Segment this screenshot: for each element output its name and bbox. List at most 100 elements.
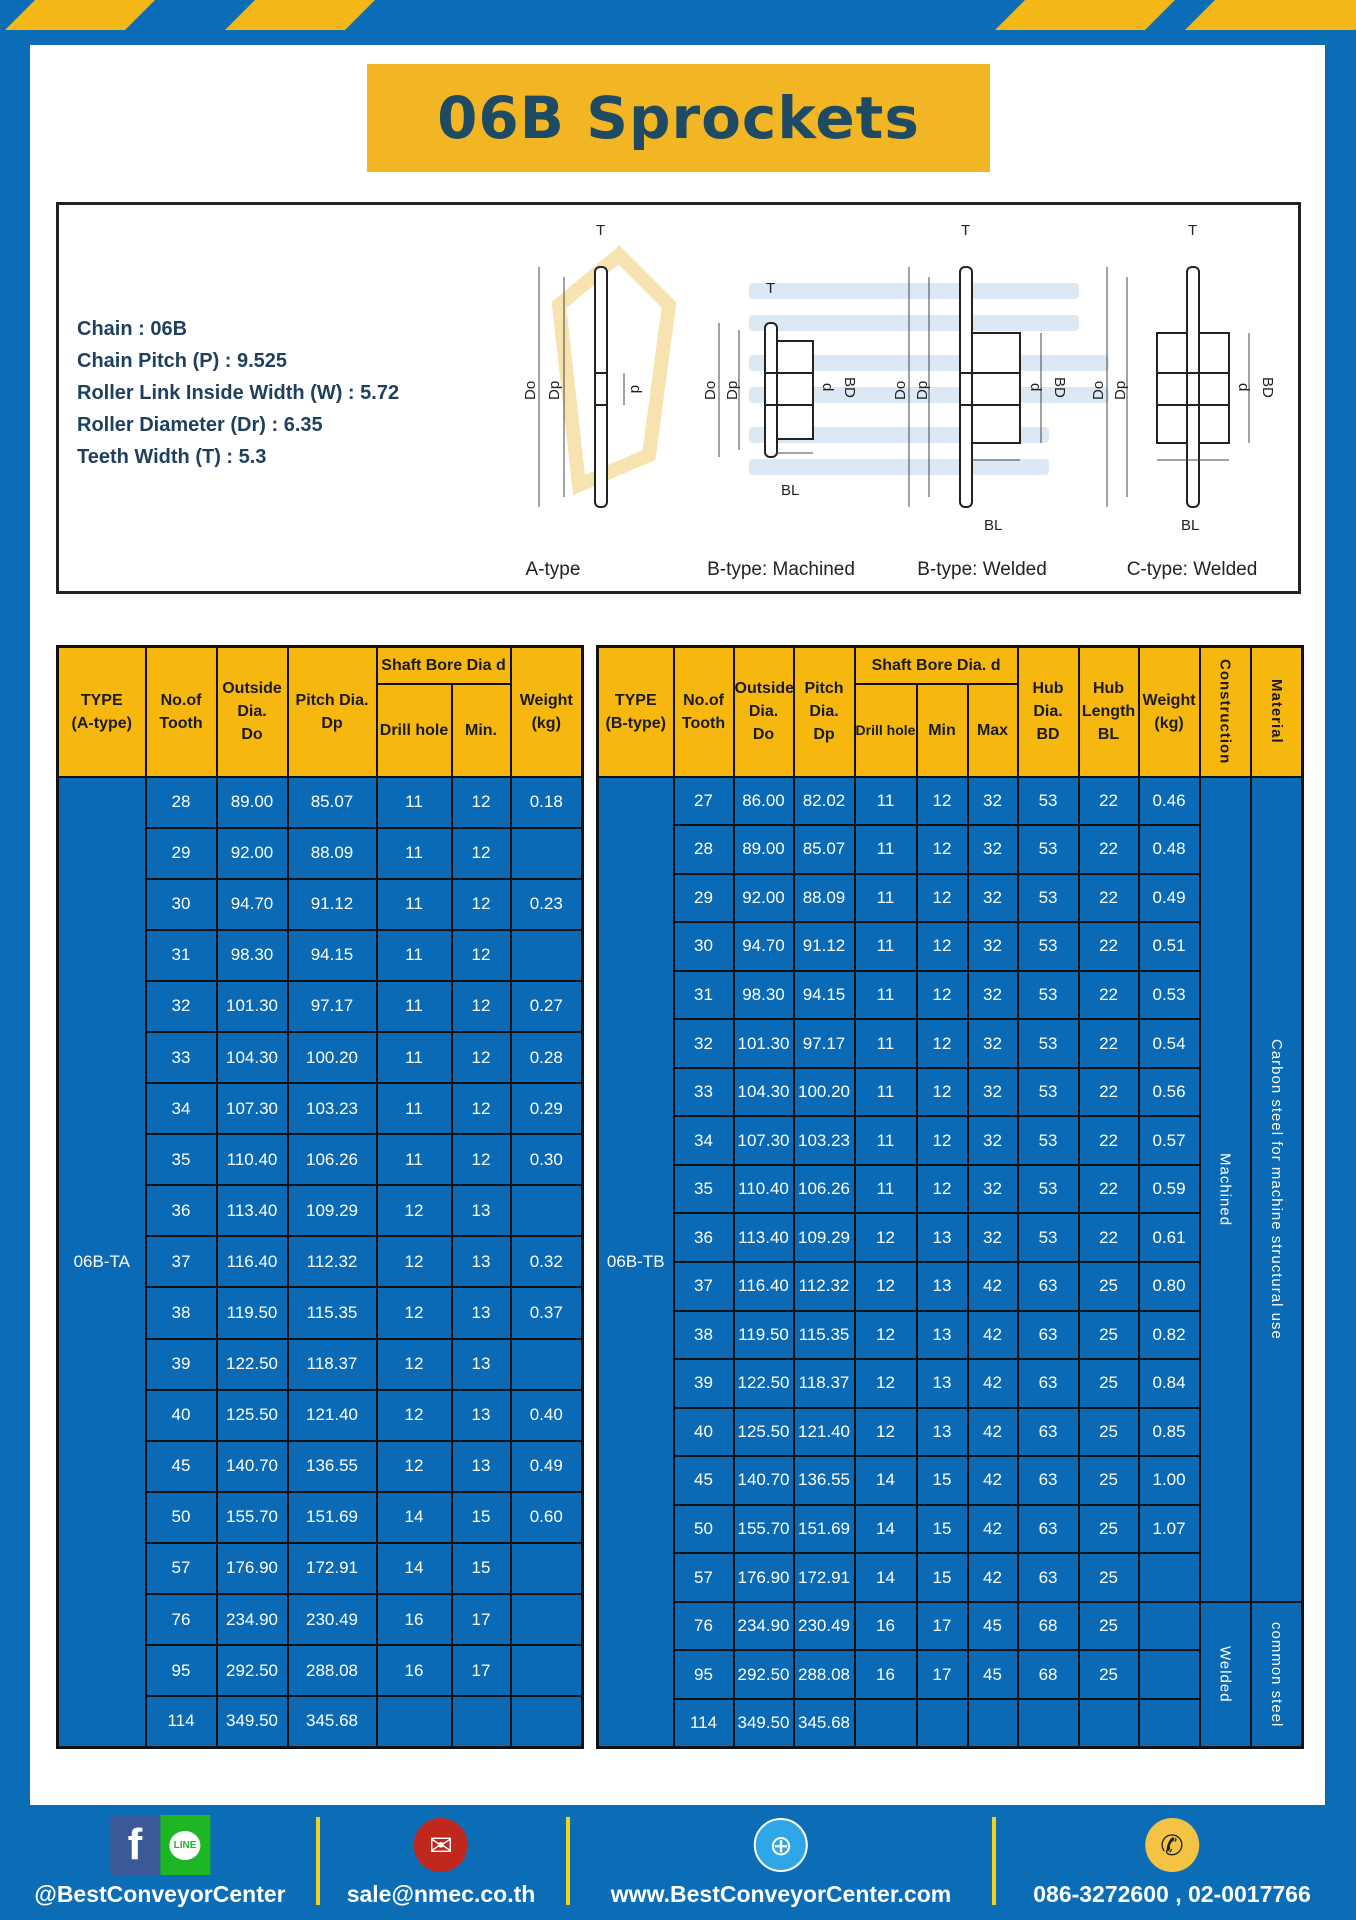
cell-teeth: 28 xyxy=(144,775,218,829)
cell-min-bore: 13 xyxy=(915,1260,969,1312)
cell-min-bore: 12 xyxy=(450,928,512,982)
header-shaft-bore: Shaft Bore Dia d xyxy=(375,645,512,685)
social-handle[interactable]: @BestConveyorCenter xyxy=(34,1881,286,1907)
email-link[interactable]: sale@nmec.co.th xyxy=(346,1881,536,1907)
header-shaft-bore: Shaft Bore Dia. d xyxy=(853,645,1019,685)
diagram-box: T T T T Do Dp Do Dp Do Dp Do Dp d d BD d… xyxy=(56,202,1301,594)
watermark-logo-mark xyxy=(551,245,677,496)
cell-outside-dia: 349.50 xyxy=(732,1697,795,1749)
cell-max-bore: 32 xyxy=(966,1066,1019,1118)
cell-drill-hole: 16 xyxy=(853,1649,918,1700)
cell-min-bore: 17 xyxy=(915,1649,969,1700)
cell-pitch-dia: 121.40 xyxy=(792,1406,856,1458)
cell-hub-length: 25 xyxy=(1077,1309,1140,1361)
cell-hub-length: 22 xyxy=(1077,824,1140,875)
dim-bl: BL xyxy=(1181,517,1199,534)
table-row: 33 104.30 100.20 11 12 32 53 22 0.56 xyxy=(598,1066,1303,1118)
cell-teeth: 45 xyxy=(672,1455,735,1506)
email-icon[interactable]: ✉ xyxy=(413,1815,468,1875)
cell-outside-dia: 94.70 xyxy=(215,877,289,931)
table-row: 29 92.00 88.09 11 12 xyxy=(58,826,584,880)
cell-max-bore: 45 xyxy=(966,1600,1019,1652)
cell-weight xyxy=(1137,1600,1201,1652)
cell-pitch-dia: 103.23 xyxy=(792,1115,856,1166)
cell-teeth: 114 xyxy=(672,1697,735,1749)
website-link[interactable]: www.BestConveyorCenter.com xyxy=(610,1881,952,1907)
table-row: 37 116.40 112.32 12 13 42 63 25 0.80 xyxy=(598,1260,1303,1312)
cell-pitch-dia: 94.15 xyxy=(792,969,856,1021)
cell-hub-length: 25 xyxy=(1077,1600,1140,1652)
cell-max-bore: 32 xyxy=(966,824,1019,875)
header-max: Max xyxy=(966,682,1019,778)
cell-pitch-dia: 91.12 xyxy=(286,877,378,931)
cell-drill-hole: 14 xyxy=(853,1552,918,1603)
divider xyxy=(992,1817,996,1905)
cell-hub-length: 22 xyxy=(1077,921,1140,972)
cell-min-bore: 12 xyxy=(915,969,969,1021)
line-icon[interactable]: LINE xyxy=(160,1815,210,1875)
top-stripe xyxy=(1185,0,1356,30)
cell-min-bore: 13 xyxy=(915,1406,969,1458)
cell-weight xyxy=(509,1695,584,1749)
cell-min-bore xyxy=(915,1697,969,1749)
cell-teeth: 33 xyxy=(672,1066,735,1118)
header-drill-hole: Drill hole xyxy=(853,682,918,778)
header-outside-dia: Outside Dia. Do xyxy=(732,645,795,778)
footer-website[interactable]: ⊕ www.BestConveyorCenter.com xyxy=(611,1815,951,1908)
cell-teeth: 33 xyxy=(144,1030,218,1085)
cell-outside-dia: 98.30 xyxy=(215,928,289,982)
cell-pitch-dia: 345.68 xyxy=(792,1697,856,1749)
chain-specs: Chain : 06B Chain Pitch (P) : 9.525 Roll… xyxy=(77,313,399,473)
cell-drill-hole: 11 xyxy=(853,872,918,924)
dim-dp: Dp xyxy=(1112,381,1129,400)
cell-weight: 0.57 xyxy=(1137,1115,1201,1166)
cell-drill-hole: 12 xyxy=(375,1337,453,1391)
cell-min-bore: 17 xyxy=(915,1600,969,1652)
table-row: 95 292.50 288.08 16 17 xyxy=(58,1644,584,1698)
cell-hub-dia: 63 xyxy=(1016,1309,1080,1361)
cell-outside-dia: 292.50 xyxy=(732,1649,795,1700)
material-label: Carbon steel for machine structural use xyxy=(1267,1038,1285,1340)
cell-drill-hole: 12 xyxy=(375,1286,453,1340)
cell-drill-hole: 11 xyxy=(853,1066,918,1118)
cell-teeth: 39 xyxy=(144,1337,218,1391)
cell-teeth: 30 xyxy=(144,877,218,931)
cell-weight xyxy=(509,1592,584,1647)
cell-weight xyxy=(509,1644,584,1698)
cell-drill-hole: 12 xyxy=(375,1235,453,1289)
cell-hub-length: 25 xyxy=(1077,1406,1140,1458)
dim-t: T xyxy=(961,222,970,239)
cell-drill-hole: 11 xyxy=(853,824,918,875)
cell-outside-dia: 292.50 xyxy=(215,1644,289,1698)
cell-hub-dia: 53 xyxy=(1016,824,1080,875)
cell-weight: 0.82 xyxy=(1137,1309,1201,1361)
phone-numbers[interactable]: 086-3272600 , 02-0017766 xyxy=(1033,1881,1311,1907)
cell-drill-hole: 11 xyxy=(853,969,918,1021)
cell-drill-hole: 14 xyxy=(853,1455,918,1506)
dim-t: T xyxy=(1188,222,1197,239)
cell-min-bore: 12 xyxy=(915,1066,969,1118)
cell-pitch-dia: 172.91 xyxy=(286,1541,378,1596)
cell-outside-dia: 94.70 xyxy=(732,921,795,972)
construction-cell: Welded xyxy=(1198,1600,1252,1749)
cell-weight: 1.07 xyxy=(1137,1503,1201,1555)
facebook-icon[interactable]: f xyxy=(110,1815,160,1875)
cell-min-bore: 12 xyxy=(450,1133,512,1187)
table-row: 31 98.30 94.15 11 12 xyxy=(58,928,584,982)
cell-outside-dia: 107.30 xyxy=(215,1082,289,1136)
phone-icon[interactable]: ✆ xyxy=(1145,1815,1199,1875)
cell-weight: 0.80 xyxy=(1137,1260,1201,1312)
footer-email[interactable]: ✉ sale@nmec.co.th xyxy=(346,1815,536,1908)
cell-drill-hole: 16 xyxy=(853,1600,918,1652)
globe-icon[interactable]: ⊕ xyxy=(753,1815,808,1875)
table-row: 45 140.70 136.55 14 15 42 63 25 1.00 xyxy=(598,1455,1303,1506)
header-pitch-dia: Pitch Dia. Dp xyxy=(792,645,856,778)
footer-social[interactable]: f LINE @BestConveyorCenter xyxy=(34,1815,286,1908)
table-row: 30 94.70 91.12 11 12 0.23 xyxy=(58,877,584,931)
cell-min-bore: 17 xyxy=(450,1592,512,1647)
cell-pitch-dia: 97.17 xyxy=(286,979,378,1033)
cell-hub-dia: 63 xyxy=(1016,1503,1080,1555)
table-row: 06B-TA 28 89.00 85.07 11 12 0.18 xyxy=(56,775,584,1749)
dim-bd: BD xyxy=(841,377,858,398)
footer-phone[interactable]: ✆ 086-3272600 , 02-0017766 xyxy=(1033,1815,1311,1908)
